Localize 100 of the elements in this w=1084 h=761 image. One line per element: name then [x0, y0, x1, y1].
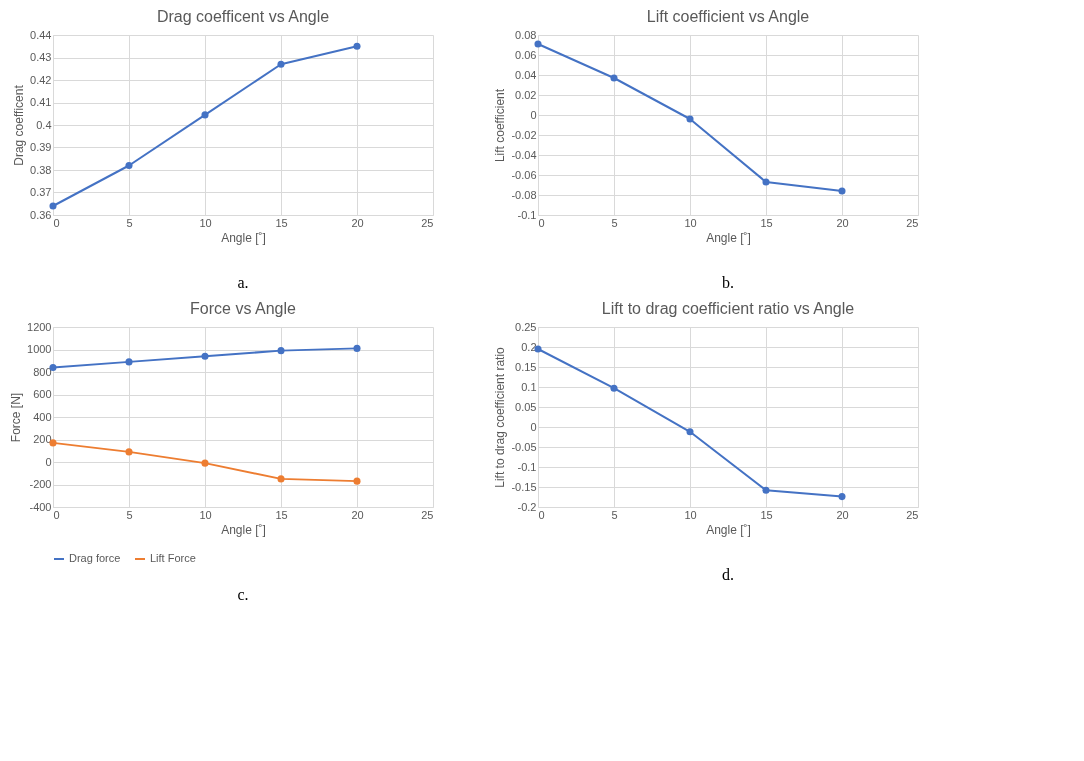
y-tick-label: 0.39	[30, 141, 52, 153]
x-tick-label: 15	[275, 216, 288, 229]
chart-title: Lift coefficient vs Angle	[646, 8, 810, 25]
y-tick-label: -400	[29, 500, 52, 513]
y-axis-title: Lift to drag coefficient ratio	[493, 346, 508, 488]
text: a.	[237, 274, 249, 291]
x-tick-label: 20	[836, 508, 849, 521]
y-tick-label: 0.4	[36, 118, 52, 131]
y-tick-label: -0.1	[517, 208, 537, 221]
x-tick-label: 0	[538, 216, 545, 229]
y-tick-label: 0.43	[30, 51, 52, 63]
legend-label: Drag force	[69, 552, 121, 564]
y-tick-label: -0.06	[511, 168, 537, 181]
y-tick-label: -0.1	[517, 460, 537, 473]
point	[838, 187, 846, 195]
y-tick-label: 0.05	[515, 400, 537, 413]
x-tick-label: 15	[275, 508, 288, 521]
y-tick-label: 0.42	[30, 73, 52, 86]
x-tick-label: 20	[836, 216, 849, 229]
x-tick-label: 10	[199, 508, 212, 521]
y-tick-label: 0.1	[521, 380, 537, 393]
y-tick-label: 400	[33, 410, 52, 423]
y-axis-title: Force [N]	[9, 392, 24, 443]
y-tick-label: 0.38	[30, 163, 52, 176]
y-tick-label: 0.06	[515, 48, 537, 61]
x-tick-label: 15	[760, 508, 773, 521]
x-tick-label: 25	[906, 216, 919, 229]
y-tick-label: 0.25	[515, 320, 537, 333]
y-tick-label: -0.15	[511, 480, 537, 493]
y-tick-label: 1200	[27, 320, 52, 333]
y-tick-label: 0.15	[515, 360, 537, 373]
y-tick-label: -0.2	[517, 500, 537, 513]
x-tick-label: 0	[53, 508, 60, 521]
y-tick-label: 600	[33, 388, 52, 400]
point	[353, 344, 361, 352]
y-tick-label: 800	[33, 365, 52, 378]
y-axis-title: Lift coefficient	[493, 88, 508, 163]
x-tick-label: 15	[760, 216, 773, 229]
y-tick-label: -0.04	[511, 148, 537, 161]
point	[201, 352, 209, 360]
point	[277, 60, 285, 68]
y-tick-label: 0	[45, 455, 52, 468]
y-tick-label: -200	[29, 478, 52, 490]
y-tick-label: 0.08	[515, 28, 537, 41]
point	[353, 42, 361, 50]
point	[610, 74, 618, 82]
point	[610, 384, 618, 392]
x-axis-title: Angle [˚]	[706, 522, 751, 537]
x-tick-label: 0	[53, 216, 60, 229]
text: b.	[722, 274, 734, 291]
x-tick-label: 5	[611, 216, 618, 229]
x-tick-label: 20	[351, 216, 364, 229]
point	[201, 459, 209, 467]
point	[762, 178, 770, 186]
legend-label: Lift Force	[150, 552, 196, 564]
y-tick-label: 0.37	[30, 186, 52, 198]
y-tick-label: 0.36	[30, 208, 52, 221]
x-tick-label: 5	[611, 508, 618, 521]
x-tick-label: 20	[351, 508, 364, 521]
point	[201, 111, 209, 119]
y-tick-label: -0.05	[511, 440, 537, 453]
x-axis-title: Angle [˚]	[221, 522, 266, 537]
y-tick-label: 1000	[27, 343, 52, 355]
x-axis-title: Angle [˚]	[706, 230, 751, 245]
x-tick-label: 0	[538, 508, 545, 521]
y-tick-label: -0.08	[511, 188, 537, 201]
point	[353, 477, 361, 485]
point	[762, 486, 770, 494]
x-axis-title: Angle [˚]	[221, 230, 266, 245]
x-tick-label: 25	[421, 216, 434, 229]
point	[277, 475, 285, 483]
chart-title: Force vs Angle	[190, 300, 297, 317]
x-tick-label: 10	[199, 216, 212, 229]
point	[686, 115, 694, 123]
y-tick-label: 0.2	[521, 340, 537, 353]
y-tick-label: 0	[530, 420, 537, 433]
text: c.	[237, 586, 249, 603]
point	[125, 358, 133, 366]
point	[277, 347, 285, 355]
y-tick-label: 0	[530, 108, 537, 121]
y-tick-label: -0.02	[511, 128, 537, 141]
y-tick-label: 0.04	[515, 68, 537, 81]
chart-title: Drag coefficent vs Angle	[156, 8, 330, 25]
y-axis-title: Drag coefficent	[12, 84, 27, 166]
point	[838, 493, 846, 501]
point	[125, 161, 133, 170]
x-tick-label: 10	[684, 508, 697, 521]
point	[534, 40, 542, 48]
chart-title: Lift to drag coefficient ratio vs Angle	[601, 300, 855, 317]
x-tick-label: 25	[421, 508, 434, 521]
text: d.	[722, 566, 734, 583]
x-tick-label: 5	[126, 508, 133, 521]
point	[686, 428, 694, 436]
x-tick-label: 25	[906, 508, 919, 521]
y-tick-label: 0.02	[515, 88, 537, 101]
point	[125, 448, 133, 456]
x-tick-label: 10	[684, 216, 697, 229]
point	[49, 202, 57, 210]
x-tick-label: 5	[126, 216, 133, 229]
y-tick-label: 0.41	[30, 96, 52, 108]
